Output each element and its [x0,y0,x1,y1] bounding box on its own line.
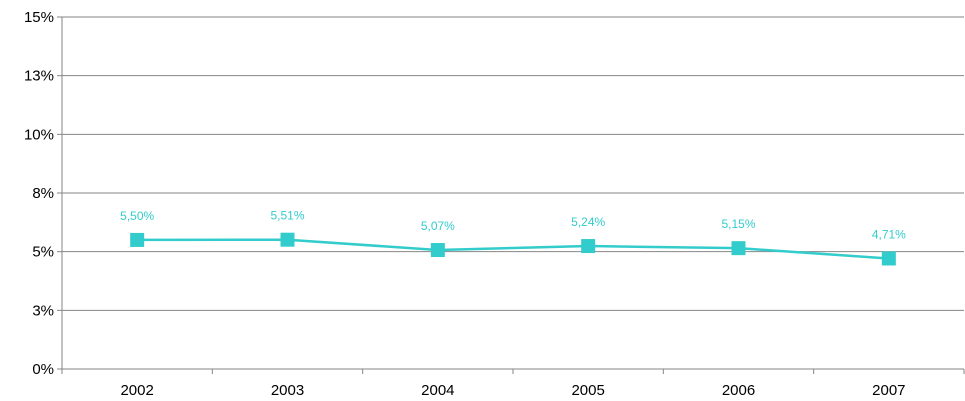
data-label: 5,24% [571,215,605,229]
data-label: 5,07% [421,219,455,233]
data-point-marker [430,243,445,258]
series-markers [130,232,896,266]
axes [57,16,965,374]
y-tick-label: 0% [32,361,54,378]
x-tick-label: 2006 [722,382,755,399]
data-point-marker [130,232,145,247]
data-label: 5,15% [721,217,755,231]
y-tick-label: 13% [24,68,54,85]
y-tick-label: 3% [32,302,54,319]
gridlines [62,16,964,311]
x-axis-tick-labels: 2002 2003 2004 2005 2006 2007 [120,382,905,399]
y-axis-tick-labels: 0% 3% 5% 8% 10% 13% 15% [24,9,54,378]
series-line-group [137,238,889,260]
y-tick-label: 5% [32,244,54,261]
data-point-marker [731,241,746,256]
series-line [137,238,889,260]
y-tick-label: 15% [24,9,54,26]
x-tick-label: 2007 [872,382,905,399]
x-tick-label: 2003 [271,382,304,399]
data-point-marker [280,232,295,247]
y-tick-label: 8% [32,185,54,202]
x-tick-label: 2002 [120,382,153,399]
data-label: 5,50% [120,209,154,223]
y-tick-label: 10% [24,126,54,143]
data-labels: 5,50% 5,51% 5,07% 5,24% 5,15% 4,71% [120,209,906,242]
data-label: 4,71% [872,227,906,241]
data-point-marker [881,251,896,266]
x-tick-label: 2005 [571,382,604,399]
data-label: 5,51% [270,209,304,223]
x-tick-label: 2004 [421,382,454,399]
data-point-marker [581,239,596,254]
